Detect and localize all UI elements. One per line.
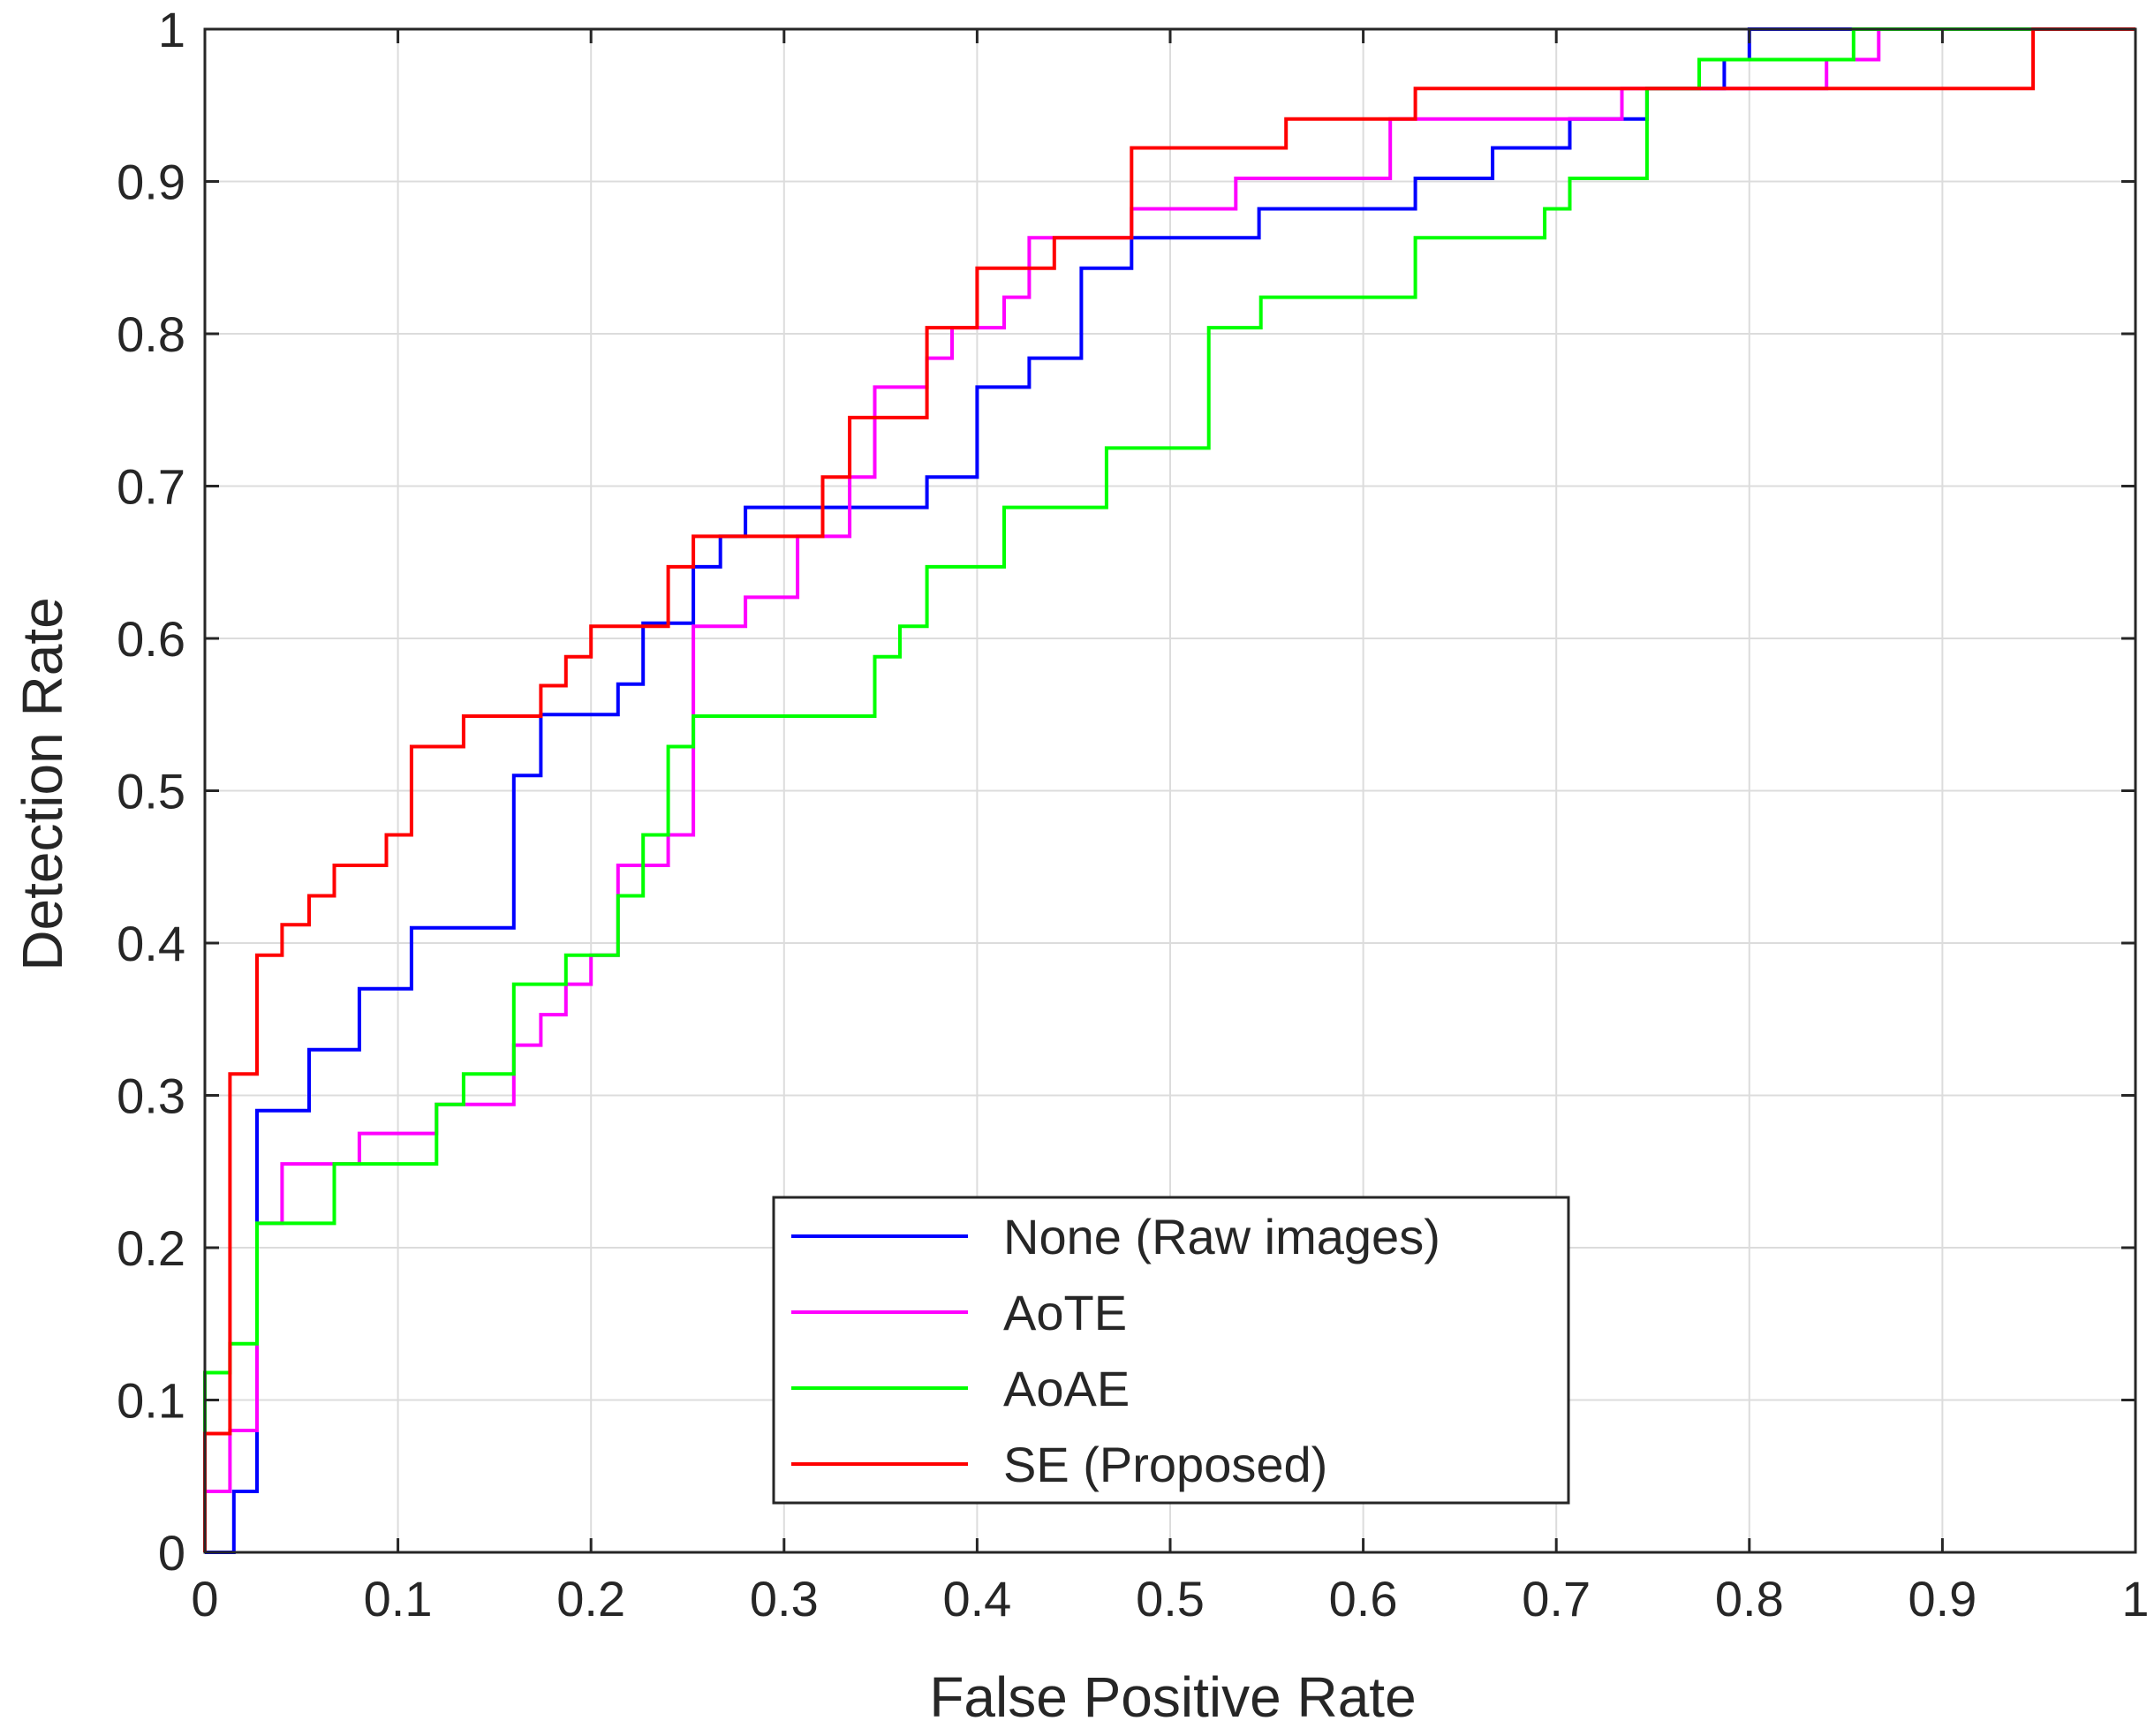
x-tick-label: 0.8 <box>1715 1571 1784 1627</box>
y-tick-label: 0.2 <box>117 1220 185 1276</box>
y-tick-label: 0.1 <box>117 1373 185 1429</box>
x-tick-label: 0.3 <box>750 1571 819 1627</box>
legend: None (Raw images) AoTE AoAE SE (Proposed) <box>772 1196 1570 1505</box>
x-tick-label: 0 <box>191 1571 218 1627</box>
roc-curves <box>203 27 2135 1554</box>
x-axis-ticks: 0 0.1 0.2 0.3 0.4 0.5 0.6 0.7 0.8 0.9 1 <box>191 29 2150 1627</box>
x-tick-label: 0.9 <box>1908 1571 1976 1627</box>
y-tick-label: 0.5 <box>117 764 185 819</box>
y-tick-label: 0.3 <box>117 1068 185 1124</box>
x-tick-label: 0.6 <box>1329 1571 1398 1627</box>
legend-box <box>772 1196 1570 1505</box>
x-tick-label: 0.1 <box>364 1571 433 1627</box>
y-tick-label: 0.4 <box>117 916 185 971</box>
y-tick-label: 0 <box>158 1525 185 1581</box>
series-line-none-raw-images <box>205 27 2135 1554</box>
x-tick-label: 0.2 <box>556 1571 625 1627</box>
y-tick-label: 1 <box>158 2 185 57</box>
legend-label: AoTE <box>1003 1285 1127 1340</box>
x-tick-label: 0.7 <box>1522 1571 1591 1627</box>
legend-label: SE (Proposed) <box>1003 1437 1327 1492</box>
y-tick-label: 0.9 <box>117 155 185 210</box>
y-tick-label: 0.8 <box>117 306 185 362</box>
x-tick-label: 0.5 <box>1136 1571 1205 1627</box>
x-tick-label: 1 <box>2121 1571 2149 1627</box>
y-axis-ticks: 0 0.1 0.2 0.3 0.4 0.5 0.6 0.7 0.8 0.9 1 <box>117 2 2135 1581</box>
series-line-aoae <box>203 27 2135 1552</box>
series-line-se-proposed <box>203 27 2135 1552</box>
legend-label: None (Raw images) <box>1003 1209 1440 1264</box>
legend-items: None (Raw images) AoTE AoAE SE (Proposed) <box>791 1209 1440 1492</box>
series-line-aote <box>203 27 2135 1552</box>
y-axis-title: Detection Rate <box>11 597 74 970</box>
x-tick-label: 0.4 <box>942 1571 1011 1627</box>
y-tick-label: 0.7 <box>117 459 185 515</box>
grid <box>205 29 2135 1552</box>
y-tick-label: 0.6 <box>117 611 185 667</box>
legend-label: AoAE <box>1003 1361 1130 1416</box>
x-axis-title: False Positive Rate <box>929 1665 1416 1729</box>
